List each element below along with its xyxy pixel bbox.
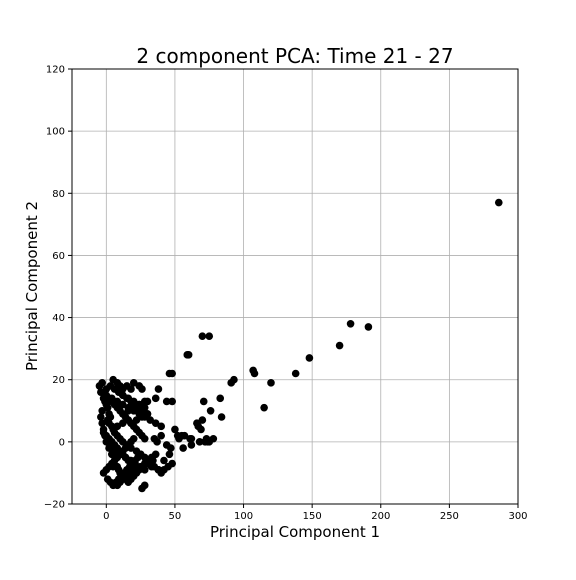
scatter-point (98, 406, 106, 415)
scatter-point (250, 369, 259, 378)
x-axis-label: Principal Component 1 (210, 523, 380, 541)
y-tick-label: 120 (46, 65, 65, 76)
scatter-point (216, 394, 225, 403)
scatter-point (157, 422, 165, 431)
scatter-point (114, 466, 123, 474)
scatter-point (167, 444, 175, 452)
scatter-point (206, 406, 215, 415)
scatter-point (129, 434, 138, 443)
scatter-point (179, 444, 187, 452)
plot-frame (71, 68, 519, 505)
y-tick-label: −20 (44, 500, 65, 511)
scatter-point (140, 434, 149, 443)
scatter-point (151, 450, 160, 459)
scatter-point (346, 319, 355, 328)
scatter-point (98, 419, 106, 428)
x-tick-label: 250 (440, 511, 459, 522)
chart-title: 2 component PCA: Time 21 - 27 (136, 44, 453, 68)
scatter-point (154, 466, 163, 474)
y-tick-label: 80 (52, 189, 65, 200)
scatter-point (364, 323, 373, 331)
scatter-point (291, 369, 300, 378)
y-tick-label: 0 (59, 437, 65, 448)
grid (72, 68, 519, 505)
scatter-point (205, 332, 214, 341)
scatter-point (335, 341, 344, 350)
scatter-point (305, 354, 314, 362)
scatter-point (217, 413, 226, 421)
x-tick-label: 100 (234, 511, 253, 522)
scatter-point (138, 385, 146, 393)
scatter-point (195, 438, 204, 446)
scatter-point (143, 397, 152, 406)
scatter-point (187, 434, 196, 443)
scatter-point (168, 397, 176, 406)
scatter-point (198, 332, 207, 341)
scatter-point (95, 382, 104, 390)
x-tick-label: 0 (103, 511, 109, 522)
scatter-point (153, 438, 161, 446)
scatter-point (149, 456, 157, 465)
scatter-point (230, 375, 238, 384)
scatter-point (187, 441, 196, 449)
y-tick-label: 60 (52, 251, 65, 262)
plot-area (72, 69, 518, 504)
scatter-points (95, 198, 503, 493)
scatter-point (168, 369, 176, 378)
scatter-point (168, 459, 176, 468)
scatter-point (165, 450, 174, 459)
scatter-point (127, 456, 135, 465)
x-tick-label: 200 (371, 511, 390, 522)
scatter-point (209, 434, 218, 443)
scatter-point (260, 403, 268, 412)
axis-ticks: 0 50 100 150 200 250 300 −20 0 20 40 60 80 100 120 (44, 65, 528, 523)
scatter-point (151, 394, 160, 403)
scatter-point (162, 397, 171, 406)
scatter-point (267, 379, 275, 387)
x-tick-label: 150 (303, 511, 322, 522)
scatter-point (199, 397, 208, 406)
scatter-point (140, 481, 149, 490)
y-axis-label: Principal Component 2 (23, 201, 41, 371)
scatter-point (494, 198, 503, 207)
y-tick-label: 40 (52, 313, 65, 324)
scatter-point (171, 425, 179, 434)
scatter-point (97, 413, 105, 421)
scatter-point (124, 416, 133, 424)
x-tick-label: 300 (508, 511, 527, 522)
scatter-point (183, 351, 192, 359)
y-tick-label: 100 (46, 127, 65, 138)
x-tick-label: 50 (169, 511, 182, 522)
scatter-point (160, 456, 168, 465)
scatter-point (180, 431, 189, 440)
scatter-point (197, 425, 205, 434)
scatter-point (154, 385, 163, 393)
scatter-point (127, 385, 135, 393)
y-tick-label: 20 (52, 375, 65, 386)
scatter-point (140, 403, 149, 412)
scatter-point (157, 431, 165, 440)
scatter-point (136, 450, 145, 459)
